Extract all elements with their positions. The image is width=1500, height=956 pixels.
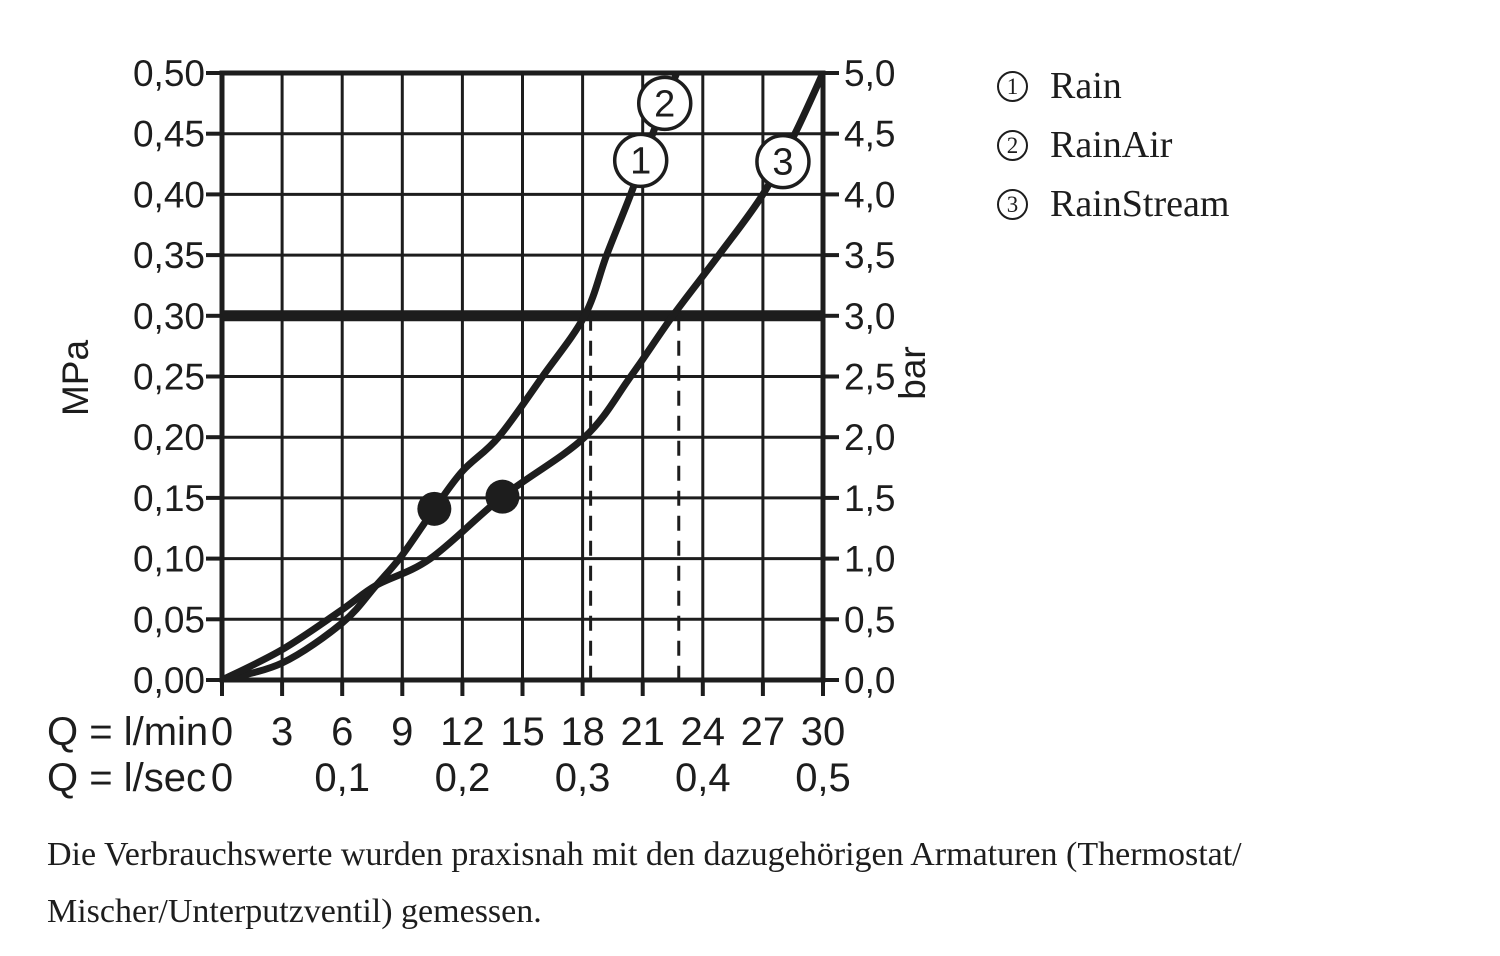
footnote-line-2: Mischer/Unterputzventil) gemessen. [47,893,542,930]
curve-badge-circle [755,133,811,190]
x-lmin-tick-label: 24 [681,710,726,754]
plot-border [219,70,826,683]
y-left-tick-label: 0,20 [133,417,205,458]
legend-number-circle: 1 [997,70,1028,102]
y-left-tick-label: 0,30 [133,296,205,337]
curve-badge-number: 3 [772,142,793,184]
y-left-tick-label: 0,15 [133,478,205,519]
measurement-dot-rain-rainair [417,491,452,526]
curve-badge-3: 3 [755,133,811,190]
x-lsec-tick-label: 0,5 [795,756,851,800]
curve-badge-2: 2 [636,75,693,132]
y-right-tick-label: 3,0 [844,296,895,337]
y-right-tick-label: 2,0 [844,417,895,458]
curve-badge-number: 2 [654,83,675,125]
x-lmin-tick-label: 0 [211,710,233,754]
y-left-tick-label: 0,50 [133,53,205,94]
y-right-tick-label: 5,0 [844,53,895,94]
curve-badge-circle [636,75,693,132]
x-lmin-tick-label: 3 [271,710,293,754]
x-lsec-tick-label: 0,2 [435,756,491,800]
y-left-unit-label: MPa [55,340,96,417]
y-right-tick-label: 3,5 [844,235,895,276]
y-right-tick-label: 1,0 [844,539,895,580]
x-lmin-tick-label: 27 [741,710,786,754]
x-lsec-tick-label: 0,1 [314,756,370,800]
y-right-tick-label: 0,5 [844,599,895,640]
legend-number-circle: 3 [997,188,1028,220]
x-lmin-axis-label: Q = l/min [47,710,208,754]
legend-number-circle: 2 [997,129,1028,161]
y-right-tick-label: 2,5 [844,357,895,398]
x-lmin-tick-label: 21 [620,710,665,754]
y-left-tick-label: 0,00 [133,660,205,701]
curves [220,71,825,682]
x-lsec-tick-label: 0,4 [675,756,731,800]
curve-badge-number: 1 [630,140,651,182]
curve-rainstream [220,71,825,682]
y-left-tick-label: 0,45 [133,114,205,155]
x-lsec-axis-label: Q = l/sec [47,756,206,800]
gridlines [220,71,825,682]
y-left-tick-label: 0,05 [133,599,205,640]
y-right-tick-label: 1,5 [844,478,895,519]
y-right-unit-label: bar [892,346,933,399]
x-lmin-tick-label: 12 [440,710,485,754]
x-lsec-tick-label: 0 [211,756,233,800]
legend-label: Rain [1050,65,1122,107]
legend-item-rainair: 2 RainAir [997,125,1229,165]
curve-badge-1: 1 [612,132,669,189]
tick-marks [206,71,839,696]
legend-item-rain: 1 Rain [997,66,1229,106]
y-left-tick-label: 0,40 [133,174,205,215]
legend-item-rainstream: 3 RainStream [997,184,1229,224]
y-right-tick-label: 4,0 [844,174,895,215]
legend: 1 Rain 2 RainAir 3 RainStream [997,66,1229,224]
y-left-tick-label: 0,10 [133,539,205,580]
footnote-line-1: Die Verbrauchswerte wurden praxisnah mit… [47,836,1242,873]
y-right-tick-label: 4,5 [844,114,895,155]
x-lmin-tick-label: 9 [391,710,413,754]
y-left-tick-label: 0,25 [133,357,205,398]
curve-badge-circle [612,132,669,189]
y-right-tick-label: 0,0 [844,660,895,701]
y-left-tick-label: 0,35 [133,235,205,276]
legend-label: RainStream [1050,183,1230,225]
x-lmin-tick-label: 6 [331,710,353,754]
x-lmin-tick-label: 15 [500,710,545,754]
x-lsec-tick-label: 0,3 [555,756,611,800]
legend-label: RainAir [1050,124,1173,166]
measurement-dot-rainstream [485,479,520,514]
x-lmin-tick-label: 30 [801,710,846,754]
x-lmin-tick-label: 18 [560,710,605,754]
curve-rain-rainair [221,71,681,682]
